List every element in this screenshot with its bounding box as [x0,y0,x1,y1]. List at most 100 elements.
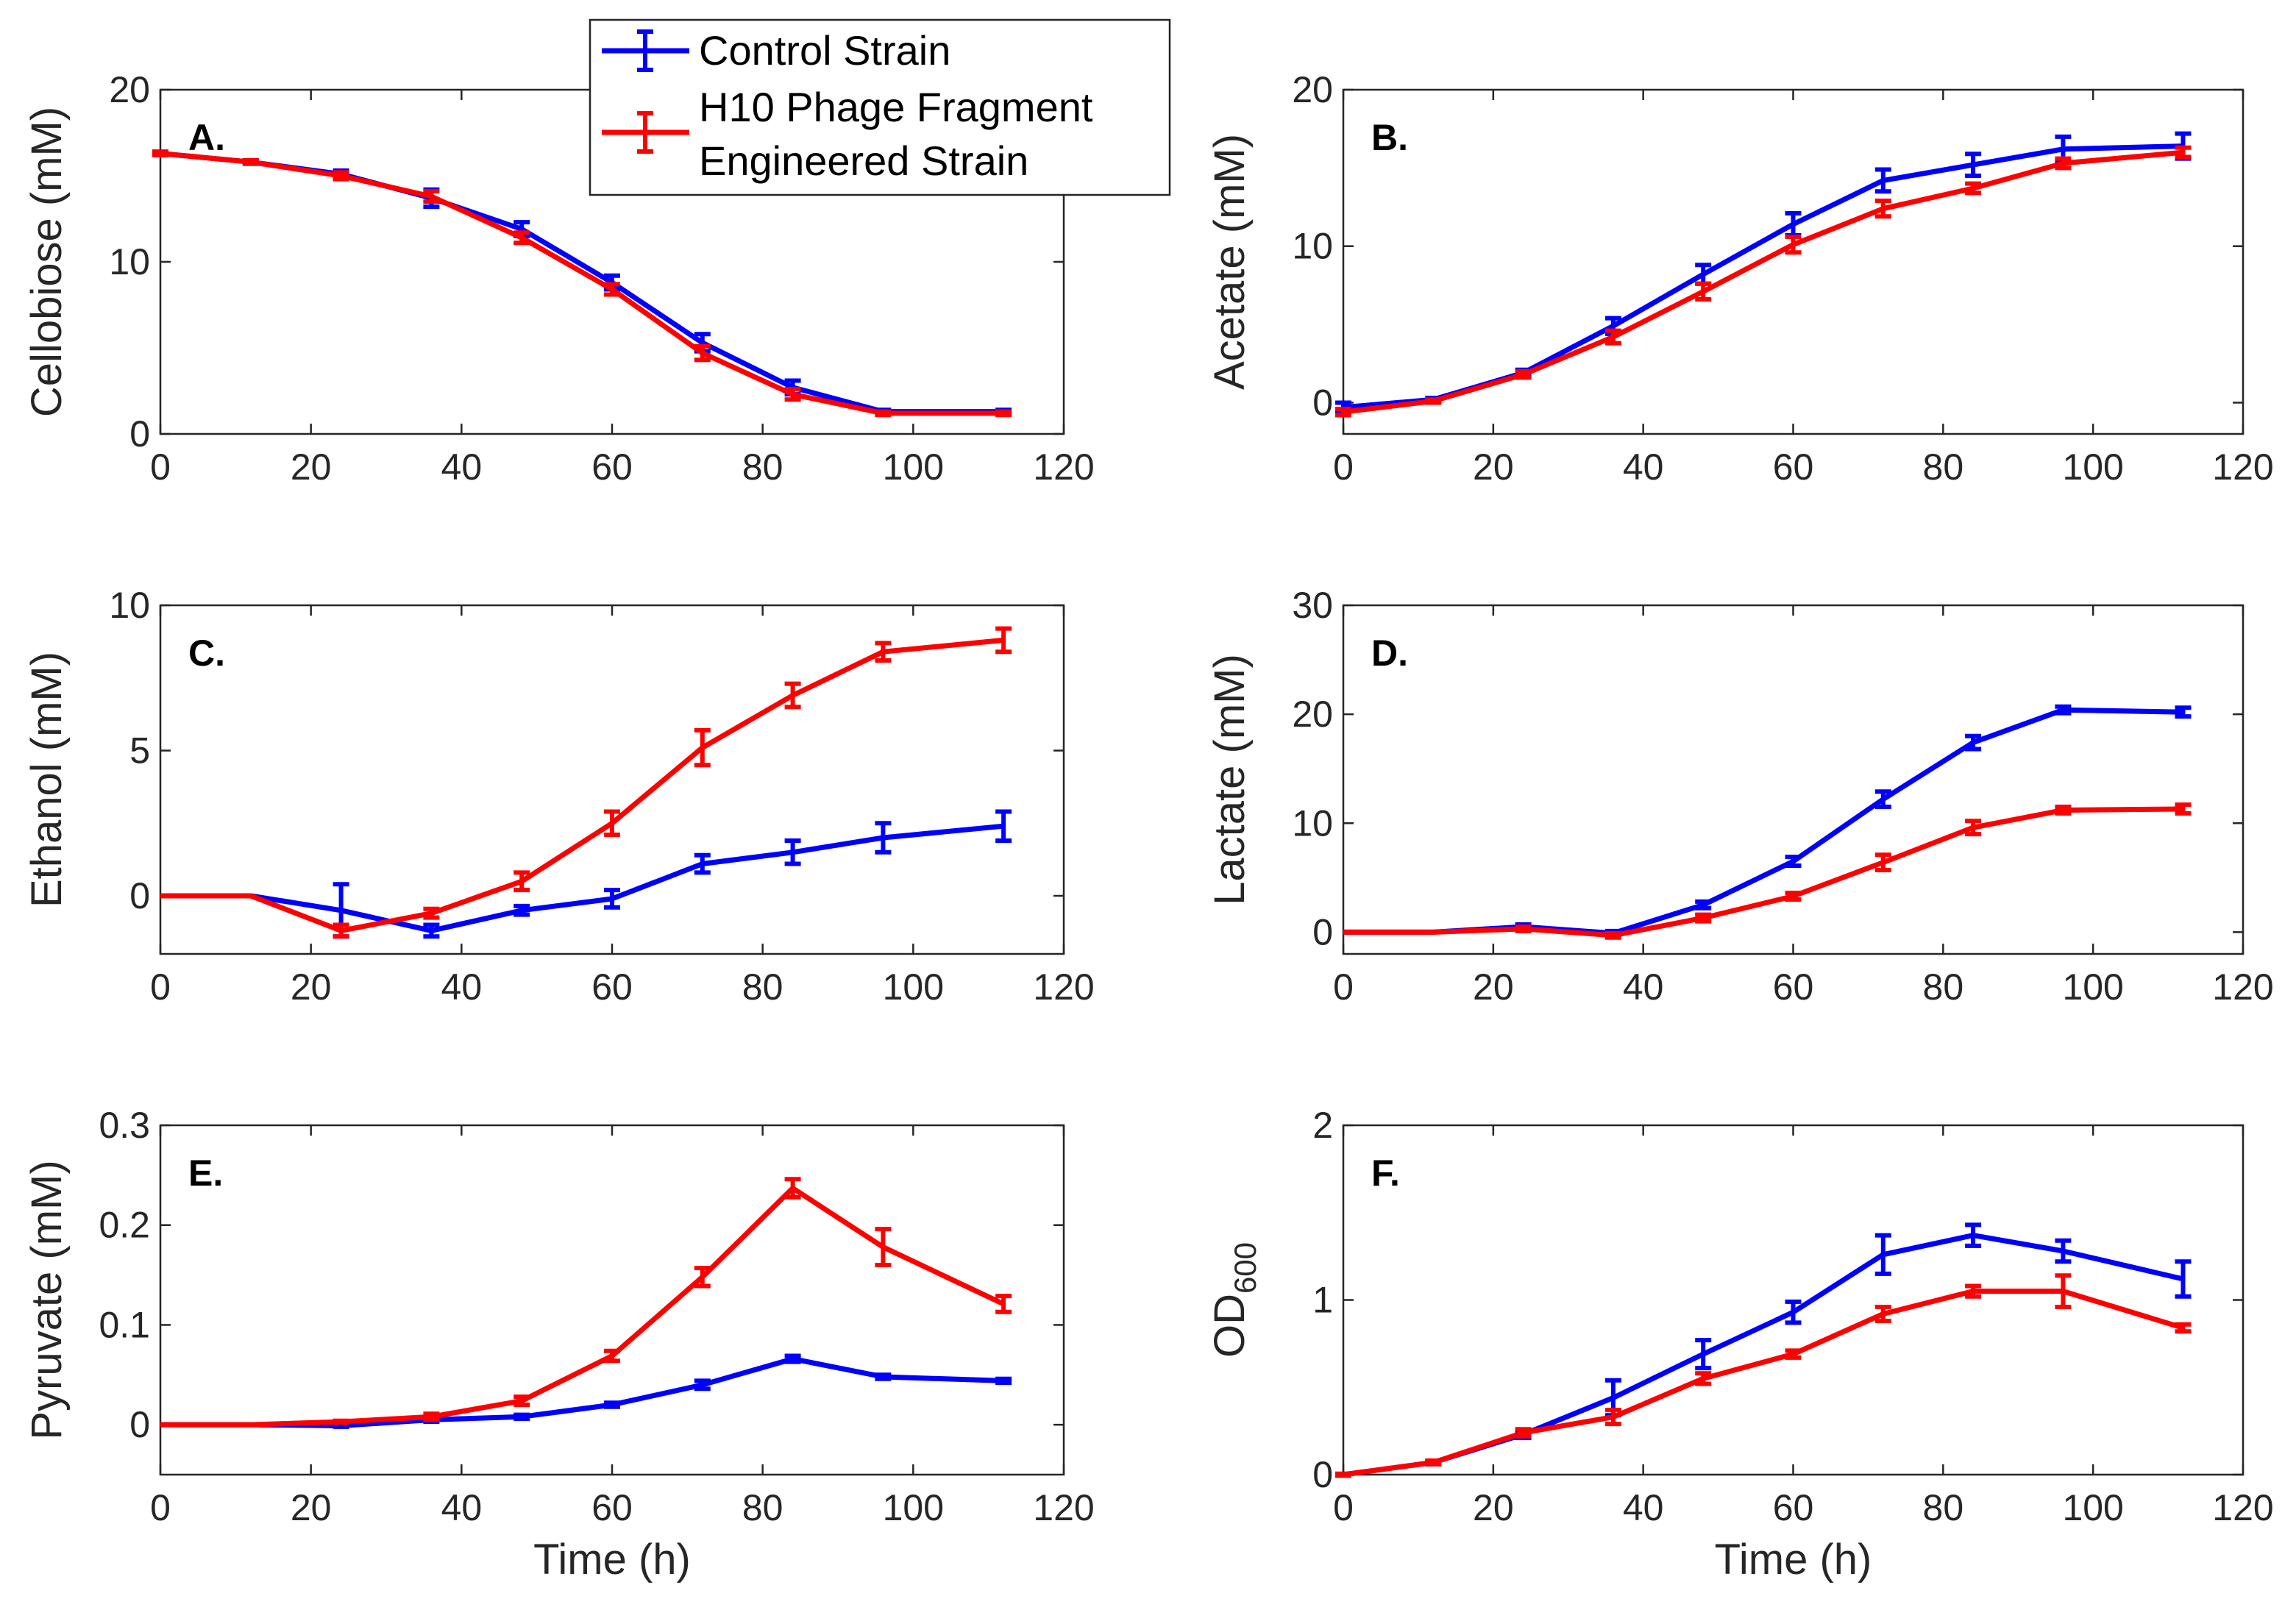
y-tick-label: 10 [109,241,150,282]
x-tick-label: 0 [1333,446,1354,488]
y-tick-label: 0 [1312,911,1333,952]
x-tick-label: 20 [1473,966,1514,1008]
error-bar [1604,328,1621,346]
y-tick-label: 0 [129,1404,150,1445]
error-bar [995,626,1012,655]
y-tick-label: 10 [1292,802,1333,844]
error-bar [2175,705,2192,719]
y-tick-label: 0.3 [99,1105,150,1146]
y-tick-label: 30 [1292,585,1333,626]
error-bar [875,1227,892,1267]
y-tick-label: 10 [109,585,150,626]
error-bar [1965,181,1982,196]
error-bar [333,1422,349,1429]
series-line [1343,806,2183,938]
x-tick-label: 20 [1473,446,1514,488]
error-bar [1515,1427,1532,1439]
panel-c: 0 20 40 60 80 100 120 0 5 10 Ethanol (mM) C. [23,585,1095,1008]
error-bar [423,922,440,939]
x-tick-label: 120 [1033,966,1094,1008]
y-tick-label: 20 [109,69,150,110]
y-axis-label: Pyruvate (mM) [23,1160,71,1439]
error-bar [1965,733,1982,752]
y-tick-label: 10 [1292,226,1333,267]
error-bar [2055,704,2072,716]
series-engineered [160,1177,1012,1428]
error-bar [1874,852,1891,872]
x-tick-label: 60 [591,1487,633,1528]
x-tick-label: 20 [291,446,332,488]
error-bar [2055,156,2072,171]
x-tick-label: 20 [1473,1487,1514,1528]
y-axis-label: Cellobiose (mM) [23,107,71,417]
x-tick-label: 40 [441,1487,483,1528]
error-bar [1874,1305,1891,1323]
error-bar [423,189,440,204]
series-line [1343,1233,2184,1478]
x-tick-label: 40 [1623,1487,1664,1528]
error-bar [1425,397,1442,405]
y-axis-label-text: Pyruvate (mM) [23,1160,71,1439]
x-tick-label: 120 [2212,446,2273,488]
error-bar [1965,819,1982,837]
error-bar [2055,1238,2072,1264]
y-tick-label: 0 [1312,382,1333,423]
error-bar [2055,805,2072,816]
x-tick-label: 20 [291,1487,332,1528]
series-engineered [1335,145,2192,418]
error-bar [513,903,530,917]
x-tick-label: 0 [1333,1487,1354,1528]
error-bar [784,1177,801,1200]
error-bar [2175,145,2192,160]
legend-entry-control: Control Strain [602,27,950,74]
series-control [160,809,1012,939]
error-bar [604,888,620,910]
y-tick-label: 0.2 [99,1205,150,1246]
error-bar [875,409,892,418]
error-bar [995,1376,1012,1386]
error-bar [333,1418,349,1425]
legend-entry-engineered: H10 Phage Fragment Engineered Strain [602,84,1093,184]
error-bar [604,809,620,838]
y-axis-label-subscript: 600 [1228,1242,1262,1294]
error-bar [875,641,892,663]
error-bar [333,170,349,182]
error-bar [694,1266,711,1289]
error-bar [1785,1299,1802,1325]
x-axis-label: Time (h) [1715,1536,1872,1583]
error-bar [2175,802,2192,816]
error-bar [1604,1408,1621,1427]
error-bar [513,1412,530,1421]
x-tick-label: 100 [2062,1487,2123,1528]
y-axis-label-text: Lactate (mM) [1206,654,1254,905]
series-line [1343,143,2183,410]
error-bar [784,387,801,402]
series-engineered [160,626,1012,939]
error-bar [694,727,711,768]
error-bar [2175,1322,2192,1334]
legend-label-control: Control Strain [699,27,950,74]
error-bar [1335,1471,1351,1478]
panel-b: 0 20 40 60 80 100 120 0 10 20 Acetate (mM) B. [1206,69,2274,488]
series-line [1343,149,2183,415]
error-bar [1785,1348,1802,1360]
error-bar [1515,368,1532,380]
plot-area [152,149,1012,418]
error-bar [1695,1338,1712,1371]
error-bar [2055,1273,2072,1309]
plot-area [1343,704,2192,940]
panel-letter: B. [1371,117,1408,158]
error-bar [1695,263,1712,286]
error-bar [694,343,711,363]
series-line [160,637,1004,933]
y-axis-label: Ethanol (mM) [23,652,71,908]
error-bar [1874,167,1891,194]
error-bar [604,1400,620,1409]
series-line [160,1186,1005,1428]
legend-label-engineered-line1: H10 Phage Fragment [699,84,1093,130]
x-tick-label: 80 [1923,966,1964,1008]
x-tick-label: 80 [742,446,783,488]
x-tick-label: 100 [2062,966,2123,1008]
error-bar [152,149,168,157]
x-tick-label: 60 [1773,446,1814,488]
